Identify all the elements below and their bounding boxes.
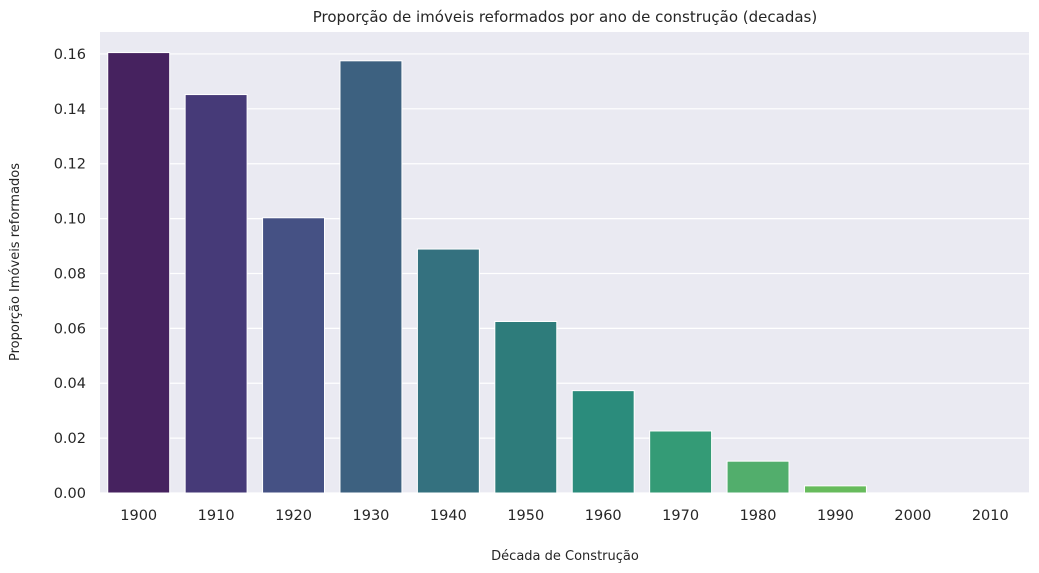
bar-1930: [339, 60, 403, 494]
bar-1980: [726, 460, 790, 494]
x-tick-label: 1990: [817, 508, 854, 524]
y-tick-label: 0.16: [54, 47, 86, 63]
y-tick-label: 0.00: [54, 486, 86, 502]
x-tick-label: 1970: [662, 508, 699, 524]
y-axis-ticks: 0.00 0.02 0.04 0.06 0.08 0.10 0.12 0.14 0.16: [54, 47, 86, 502]
bars: [107, 52, 867, 494]
bar-1910: [184, 94, 248, 494]
x-tick-label: 1920: [275, 508, 312, 524]
y-tick-label: 0.08: [54, 266, 86, 282]
bar-1900: [107, 52, 171, 494]
x-tick-label: 1980: [740, 508, 777, 524]
bar-1920: [262, 217, 326, 494]
x-tick-label: 1950: [507, 508, 544, 524]
x-tick-label: 2000: [894, 508, 931, 524]
x-axis-label: Década de Construção: [491, 549, 639, 564]
x-tick-label: 2010: [972, 508, 1009, 524]
x-axis-ticks: 1900 1910 1920 1930 1940 1950 1960 1970 1980 1990…: [120, 508, 1008, 524]
x-tick-label: 1960: [585, 508, 622, 524]
bar-1940: [416, 248, 480, 494]
bar-1950: [494, 320, 558, 494]
bar-1970: [649, 430, 713, 494]
y-tick-label: 0.06: [54, 321, 86, 337]
bar-1990: [803, 485, 867, 494]
x-tick-label: 1910: [198, 508, 235, 524]
bar-1960: [571, 390, 635, 494]
x-tick-label: 1900: [120, 508, 157, 524]
y-tick-label: 0.04: [54, 376, 86, 392]
x-tick-label: 1940: [430, 508, 467, 524]
y-tick-label: 0.10: [54, 212, 86, 228]
chart-title: Proporção de imóveis reformados por ano …: [313, 8, 817, 26]
x-tick-label: 1930: [353, 508, 390, 524]
y-tick-label: 0.14: [54, 102, 86, 118]
y-axis-label: Proporção Imóveis reformados: [8, 163, 23, 361]
y-tick-label: 0.02: [54, 431, 86, 447]
gridlines: [100, 53, 1029, 494]
y-tick-label: 0.12: [54, 157, 86, 173]
